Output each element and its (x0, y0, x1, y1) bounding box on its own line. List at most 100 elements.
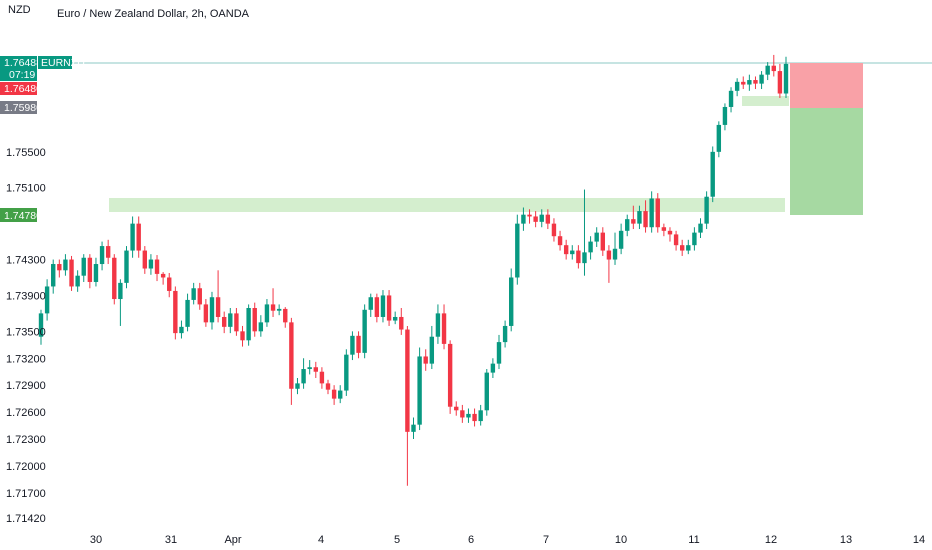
candle (118, 279, 123, 326)
candle-body (771, 65, 776, 72)
y-axis[interactable]: 1.75500 1.75100 1.74300 1.73900 1.73500 1.732… (6, 147, 46, 525)
candle-body (380, 295, 386, 317)
candle-body (167, 277, 172, 291)
x-tick-label: 4 (318, 534, 324, 546)
candle (57, 259, 62, 278)
candle (454, 401, 459, 416)
candle-body (240, 331, 245, 341)
candle (112, 254, 117, 305)
candle (692, 227, 697, 251)
candle (301, 358, 306, 389)
candle (557, 230, 563, 251)
candle (283, 307, 288, 328)
symbol-text: EURNZD (41, 57, 85, 69)
candle (142, 246, 148, 274)
candle (618, 223, 624, 255)
candle (197, 282, 202, 310)
candle-body (295, 383, 300, 389)
candle-body (515, 223, 520, 278)
candle-body (741, 81, 746, 85)
candle (490, 358, 496, 378)
y-tick-label: 1.72900 (6, 380, 46, 392)
stop-loss-zone[interactable] (790, 63, 863, 108)
candle (588, 236, 593, 260)
candle (606, 245, 612, 283)
candle-body (545, 214, 551, 224)
candle-body (417, 356, 422, 425)
x-tick-label: 7 (543, 534, 549, 546)
candle (441, 304, 447, 350)
candle (594, 227, 599, 247)
candle-body (283, 308, 288, 323)
candle (374, 293, 380, 323)
candle-body (423, 356, 428, 364)
take-profit-zone[interactable] (790, 108, 863, 215)
candle-body (130, 223, 135, 251)
candle (447, 340, 453, 414)
candle (777, 63, 783, 98)
candle (728, 87, 734, 113)
y-tick-label: 1.73900 (6, 290, 46, 302)
candle (741, 76, 746, 90)
candle (631, 205, 636, 230)
candle (612, 232, 618, 265)
candle (551, 218, 557, 242)
candle-body (191, 288, 196, 300)
x-tick-label: 5 (394, 534, 400, 546)
candle (679, 239, 685, 256)
candle (686, 239, 691, 255)
candle (93, 257, 99, 287)
candle-body (594, 232, 599, 242)
candle (472, 408, 477, 427)
candle-body (93, 264, 99, 282)
candle-body (38, 313, 44, 337)
candle-body (472, 413, 477, 422)
candle (484, 369, 489, 416)
candle (75, 270, 80, 292)
candle (240, 325, 245, 347)
candle-body (203, 304, 209, 323)
candle-body (612, 248, 618, 260)
candle (160, 272, 166, 285)
candle (661, 223, 667, 237)
candle (167, 273, 172, 298)
candle-body (246, 308, 251, 341)
candle (600, 227, 606, 256)
currency-label: NZD (8, 4, 31, 16)
candle (478, 404, 483, 426)
candle-body (490, 363, 496, 373)
candle-body (179, 326, 184, 334)
candle-body (679, 245, 685, 251)
candle (203, 299, 209, 327)
y-tick-label: 1.75100 (6, 183, 46, 195)
price-current-text: 1.76488 (4, 57, 42, 69)
candle-body (392, 316, 398, 321)
candle-body (313, 367, 318, 372)
support-zone[interactable] (109, 198, 785, 212)
candle-body (142, 250, 148, 269)
candle (521, 207, 526, 231)
candle (276, 304, 282, 316)
entry-zone[interactable] (742, 96, 789, 106)
candle-body (307, 367, 312, 370)
candle (722, 103, 728, 131)
candle (747, 74, 752, 91)
candle (44, 279, 50, 321)
candle-body (441, 313, 447, 344)
x-tick-label: 12 (765, 534, 777, 546)
candle (643, 200, 648, 233)
candle (368, 293, 373, 317)
countdown-badge: 07:19 (0, 69, 37, 81)
x-axis[interactable]: 30 31 Apr 4 5 6 7 10 11 12 13 14 (90, 534, 925, 546)
candle (124, 246, 129, 289)
candle-body (454, 406, 459, 411)
candle-body (154, 259, 160, 274)
candle (625, 214, 630, 237)
candle (173, 286, 178, 340)
candle (502, 320, 508, 348)
candle (191, 282, 196, 305)
candle (515, 214, 520, 285)
candle-body (728, 90, 734, 107)
x-tick-label: 31 (165, 534, 177, 546)
